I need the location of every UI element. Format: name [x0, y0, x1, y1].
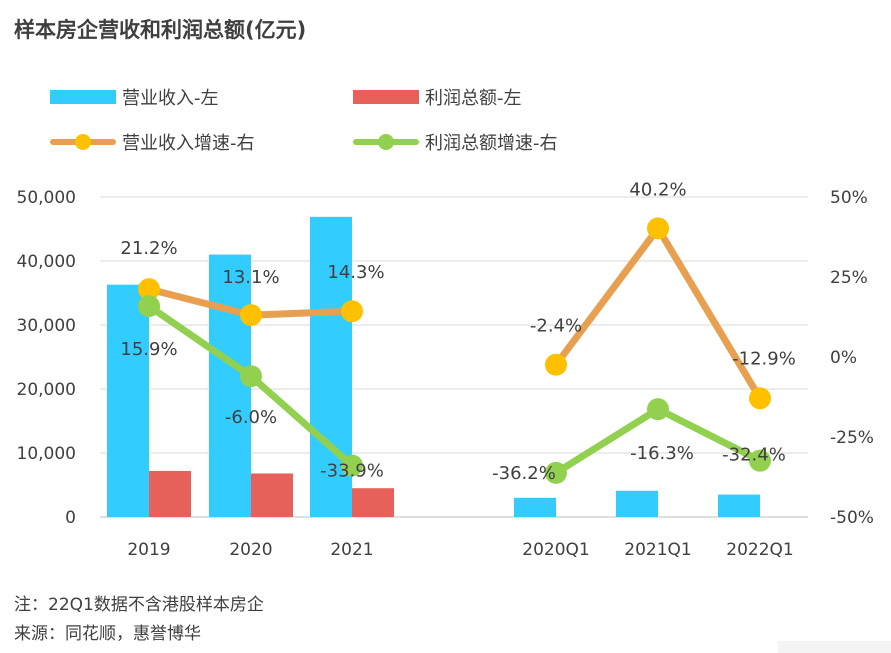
footnote: 注：22Q1数据不含港股样本房企	[14, 595, 264, 615]
x-tick-label: 2020Q1	[522, 540, 589, 560]
label-profit-growth: -33.9%	[320, 460, 384, 481]
legend-revenue: 营业收入-左	[50, 84, 219, 110]
marker-revenue-growth	[647, 217, 669, 240]
legend-revenue-label: 营业收入-左	[122, 88, 219, 109]
marker-profit-growth	[545, 461, 567, 484]
x-tick-label: 2020	[229, 540, 272, 560]
y-right-tick-label: 25%	[830, 268, 868, 288]
bar-profit	[251, 473, 293, 517]
label-profit-growth: -36.2%	[492, 463, 556, 484]
line-revenue-growth	[552, 224, 764, 402]
bar-revenue	[616, 490, 658, 517]
bar-revenue	[209, 254, 251, 517]
y-left-tick-label: 40,000	[17, 252, 76, 272]
legend-profit-growth-label: 利润总额增速-右	[425, 133, 558, 154]
y-left-tick-label: 10,000	[17, 444, 76, 464]
source-note: 来源：同花顺，惠誉博华	[14, 624, 201, 644]
y-right-tick-label: 0%	[830, 348, 857, 368]
y-left-tick-label: 20,000	[17, 380, 76, 400]
marker-profit-growth	[240, 365, 262, 388]
label-revenue-growth: -12.9%	[732, 348, 796, 369]
legend-profit-growth: 利润总额增速-右	[353, 129, 558, 155]
marker-revenue-growth	[138, 278, 160, 301]
marker-profit-growth	[138, 295, 160, 318]
marker-revenue-growth	[545, 353, 567, 376]
x-tick-label: 2022Q1	[726, 540, 793, 560]
legend-revenue-growth: 营业收入增速-右	[50, 129, 255, 155]
marker-revenue-growth	[749, 387, 771, 410]
label-revenue-growth: 14.3%	[327, 262, 384, 283]
corner-decoration	[778, 641, 891, 653]
marker-profit-growth	[341, 454, 363, 477]
y-right-tick-label: -25%	[830, 428, 874, 448]
label-profit-growth: -32.4%	[722, 445, 786, 466]
chart-title: 样本房企营收和利润总额(亿元)	[14, 18, 307, 42]
bar-revenue	[107, 284, 149, 517]
bar-revenue	[718, 494, 760, 517]
marker-revenue-growth	[341, 300, 363, 323]
marker-revenue-growth	[240, 304, 262, 327]
label-revenue-growth: 21.2%	[120, 238, 177, 259]
legend-revenue-growth-swatch	[50, 131, 116, 153]
x-tick-label: 2021	[330, 540, 373, 560]
bar-profit	[352, 488, 394, 517]
label-revenue-growth: 40.2%	[629, 179, 686, 200]
legend-profit-growth-swatch	[353, 131, 419, 153]
y-right-tick-label: -50%	[830, 508, 874, 528]
label-revenue-growth: 13.1%	[222, 267, 279, 288]
y-left-tick-label: 0	[65, 508, 76, 528]
bar-profit	[149, 470, 191, 517]
legend-profit-label: 利润总额-左	[425, 88, 522, 109]
y-left-tick-label: 30,000	[17, 316, 76, 336]
legend-revenue-growth-label: 营业收入增速-右	[122, 133, 255, 154]
label-profit-growth: -6.0%	[225, 407, 277, 428]
x-tick-label: 2021Q1	[624, 540, 691, 560]
bar-revenue	[514, 497, 556, 517]
legend-profit-swatch	[353, 90, 419, 104]
y-left-tick-label: 50,000	[17, 188, 76, 208]
label-profit-growth: -16.3%	[630, 443, 694, 464]
legend-profit: 利润总额-左	[353, 84, 522, 110]
legend-revenue-swatch	[50, 90, 116, 104]
label-profit-growth: 15.9%	[120, 339, 177, 360]
x-tick-label: 2019	[127, 540, 170, 560]
y-right-tick-label: 50%	[830, 188, 868, 208]
label-revenue-growth: -2.4%	[530, 316, 582, 337]
marker-profit-growth	[749, 449, 771, 472]
marker-profit-growth	[647, 398, 669, 421]
